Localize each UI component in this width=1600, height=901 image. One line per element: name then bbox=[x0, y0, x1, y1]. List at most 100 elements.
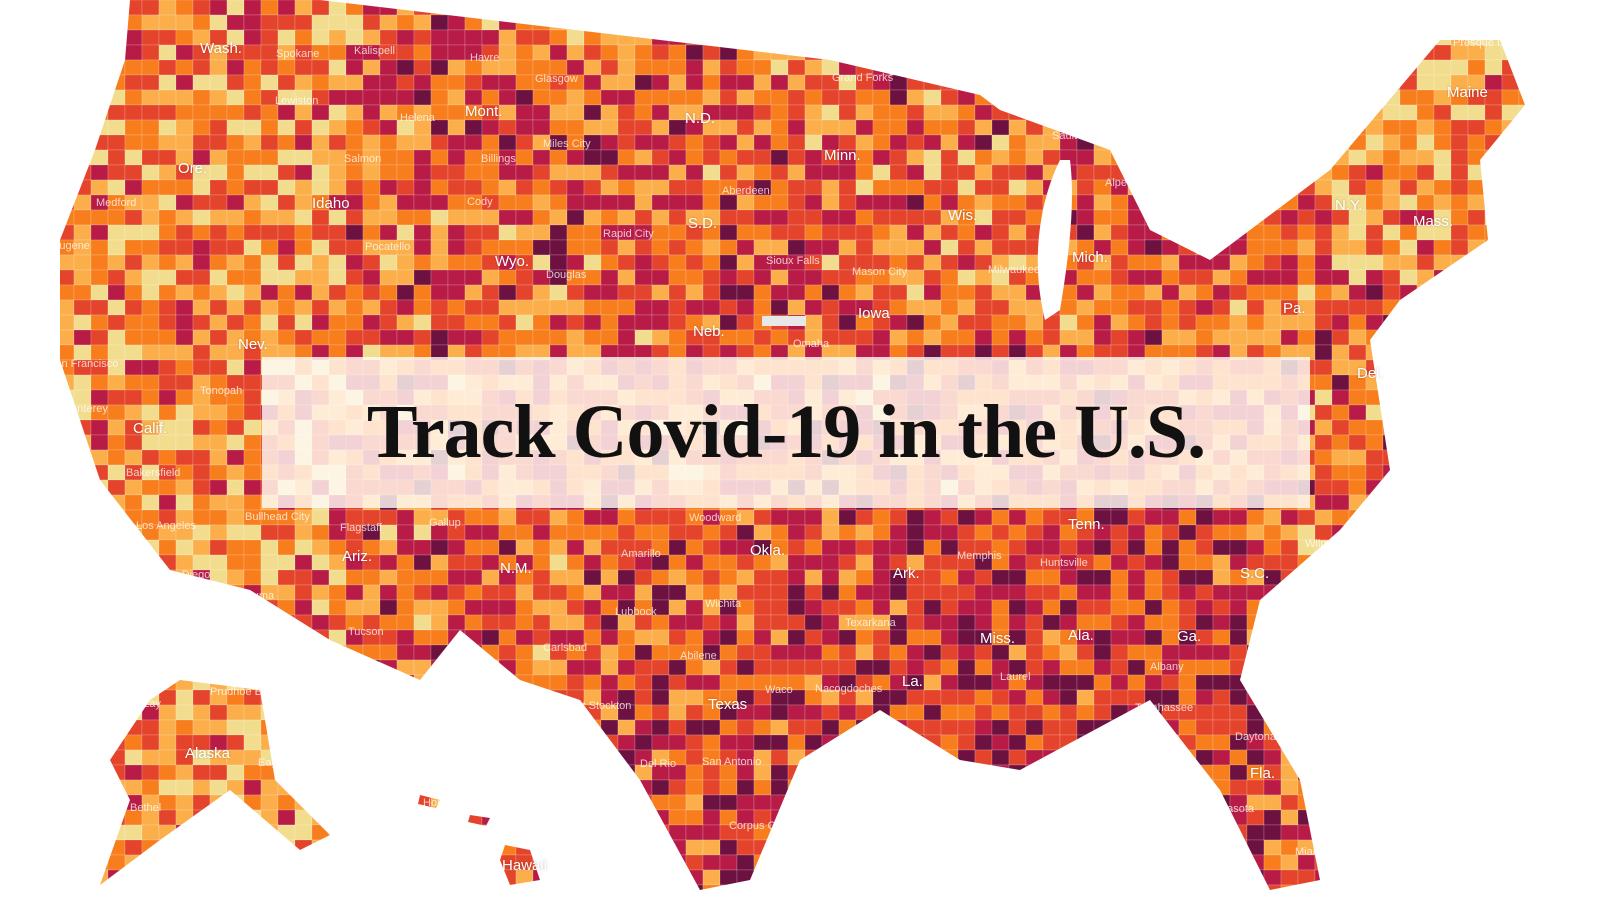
county-cell bbox=[1178, 209, 1197, 226]
county-cell bbox=[1093, 629, 1112, 646]
county-cell bbox=[1246, 584, 1265, 601]
county-cell bbox=[1280, 629, 1299, 646]
county-cell bbox=[464, 554, 483, 571]
county-cell bbox=[447, 0, 466, 16]
county-cell bbox=[73, 749, 92, 766]
county-cell bbox=[1178, 254, 1197, 271]
county-cell bbox=[1314, 59, 1333, 76]
county-cell bbox=[1331, 644, 1350, 661]
county-cell bbox=[1501, 479, 1520, 496]
county-cell bbox=[957, 89, 976, 106]
county-cell bbox=[1382, 674, 1401, 691]
county-cell bbox=[770, 104, 789, 121]
county-cell bbox=[940, 629, 959, 646]
county-cell bbox=[872, 119, 891, 136]
county-cell bbox=[294, 284, 313, 301]
county-cell bbox=[1161, 569, 1180, 586]
county-cell bbox=[124, 209, 143, 226]
county-cell bbox=[1501, 614, 1520, 631]
county-cell bbox=[141, 599, 160, 616]
county-cell bbox=[821, 284, 840, 301]
county-cell bbox=[1161, 14, 1180, 31]
county-cell bbox=[515, 224, 534, 241]
county-cell bbox=[787, 194, 806, 211]
county-cell bbox=[1127, 104, 1146, 121]
county-cell bbox=[821, 779, 840, 796]
county-cell bbox=[73, 254, 92, 271]
county-cell bbox=[209, 0, 228, 16]
county-cell bbox=[838, 29, 857, 46]
county-cell bbox=[685, 629, 704, 646]
county-cell bbox=[73, 14, 92, 31]
county-cell bbox=[158, 239, 177, 256]
county-cell bbox=[124, 0, 143, 16]
county-cell bbox=[1059, 599, 1078, 616]
county-cell bbox=[1144, 0, 1163, 16]
county-cell bbox=[1195, 554, 1214, 571]
county-cell bbox=[1144, 14, 1163, 31]
county-cell bbox=[719, 224, 738, 241]
county-cell bbox=[1433, 689, 1452, 706]
county-cell bbox=[753, 284, 772, 301]
county-cell bbox=[311, 824, 330, 841]
county-cell bbox=[1518, 794, 1525, 811]
county-cell bbox=[345, 89, 364, 106]
county-cell bbox=[60, 74, 75, 91]
county-cell bbox=[1076, 14, 1095, 31]
county-cell bbox=[1008, 734, 1027, 751]
county-cell bbox=[60, 314, 75, 331]
county-cell bbox=[379, 0, 398, 16]
county-cell bbox=[1399, 824, 1418, 841]
county-cell bbox=[549, 0, 568, 16]
county-cell bbox=[107, 59, 126, 76]
county-cell bbox=[60, 584, 75, 601]
county-cell bbox=[634, 509, 653, 526]
county-cell bbox=[1263, 314, 1282, 331]
county-cell bbox=[583, 524, 602, 541]
county-cell bbox=[1314, 119, 1333, 136]
county-cell bbox=[1297, 554, 1316, 571]
county-cell bbox=[1501, 719, 1520, 736]
county-cell bbox=[1382, 239, 1401, 256]
county-cell bbox=[1467, 404, 1486, 421]
county-cell bbox=[889, 179, 908, 196]
county-cell bbox=[158, 674, 177, 691]
county-cell bbox=[362, 299, 381, 316]
county-cell bbox=[1399, 779, 1418, 796]
county-cell bbox=[532, 659, 551, 676]
county-cell bbox=[141, 239, 160, 256]
county-cell bbox=[1536, 570, 1553, 585]
county-cell bbox=[1365, 314, 1384, 331]
county-cell bbox=[549, 29, 568, 46]
county-cell bbox=[498, 704, 517, 721]
county-cell bbox=[549, 614, 568, 631]
county-cell bbox=[1399, 749, 1418, 766]
county-cell bbox=[1246, 539, 1265, 556]
county-cell bbox=[889, 104, 908, 121]
county-cell bbox=[175, 89, 194, 106]
county-cell bbox=[1195, 734, 1214, 751]
county-cell bbox=[1467, 809, 1486, 826]
county-cell bbox=[838, 104, 857, 121]
county-cell bbox=[60, 629, 75, 646]
county-cell bbox=[90, 509, 109, 526]
county-cell bbox=[1212, 149, 1231, 166]
county-cell bbox=[1382, 629, 1401, 646]
county-cell bbox=[158, 734, 177, 751]
county-cell bbox=[702, 524, 721, 541]
county-cell bbox=[821, 614, 840, 631]
county-cell bbox=[158, 104, 177, 121]
county-cell bbox=[107, 329, 126, 346]
county-cell bbox=[1450, 134, 1469, 151]
county-cell bbox=[328, 764, 347, 781]
county-cell bbox=[1365, 0, 1384, 16]
county-cell bbox=[1365, 239, 1384, 256]
county-cell bbox=[209, 119, 228, 136]
county-cell bbox=[685, 764, 704, 781]
county-cell bbox=[753, 29, 772, 46]
county-cell bbox=[515, 674, 534, 691]
county-cell bbox=[889, 209, 908, 226]
county-cell bbox=[889, 629, 908, 646]
county-cell bbox=[396, 299, 415, 316]
county-cell bbox=[838, 584, 857, 601]
